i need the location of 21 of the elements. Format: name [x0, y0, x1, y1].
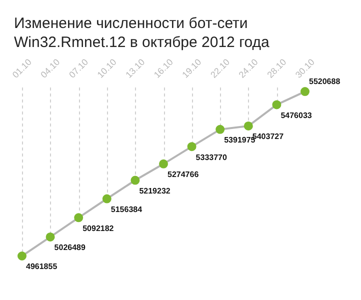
- point: [300, 87, 310, 96]
- data-label: 5092182: [82, 224, 114, 233]
- data-label: 5274766: [168, 170, 200, 180]
- data-label: 5333770: [196, 152, 228, 162]
- data-label: 5219232: [139, 186, 171, 196]
- point: [159, 159, 168, 168]
- chart-title: Изменение численности бот-сети Win32.Rmnet.12 в октябре 2012 года: [14, 14, 270, 52]
- point: [102, 194, 112, 204]
- point: [18, 252, 26, 260]
- point: [74, 213, 84, 222]
- data-label: 5156384: [110, 204, 143, 214]
- data-label: 5476033: [280, 110, 312, 120]
- data-label: 4961855: [26, 262, 58, 272]
- point: [272, 100, 282, 110]
- point: [46, 232, 55, 242]
- point: [130, 176, 140, 185]
- point: [244, 121, 253, 130]
- data-label: 5520688: [309, 76, 341, 86]
- point: [187, 142, 196, 152]
- point: [216, 124, 225, 134]
- data-label: 5026489: [54, 243, 86, 252]
